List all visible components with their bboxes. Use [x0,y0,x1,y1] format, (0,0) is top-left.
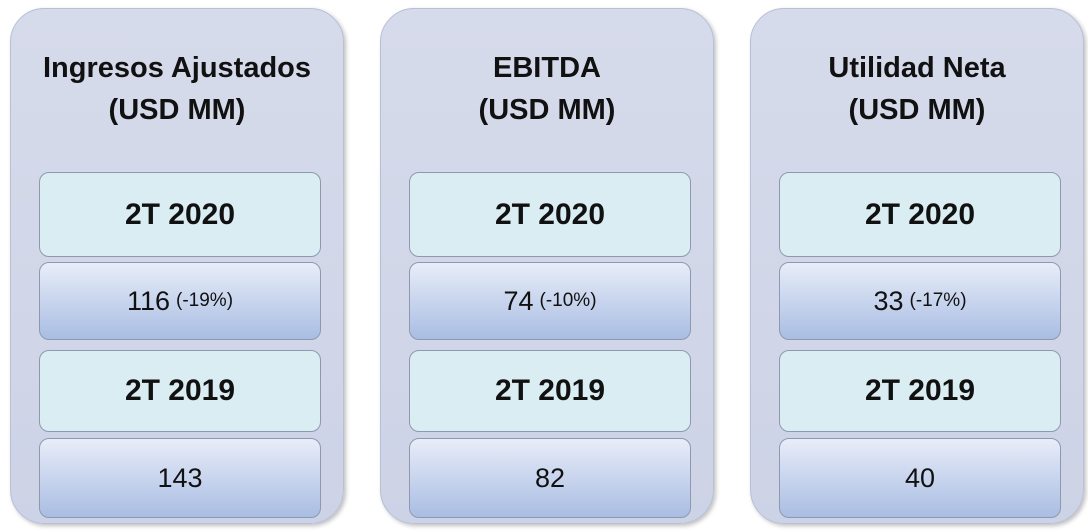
title-line: EBITDA [493,52,601,84]
value-box: 82 [409,438,691,518]
kpi-card: Utilidad Neta (USD MM) 2T 2020 33 (-17%) 2T 2… [750,8,1084,524]
period-header: 2T 2019 [409,350,691,432]
value: 82 [534,462,566,493]
period-header: 2T 2020 [779,172,1061,257]
value: 143 [157,462,203,493]
value-box: 40 [779,438,1061,518]
value-box: 33 (-17%) [779,262,1061,340]
title-line: (USD MM) [478,94,616,126]
value: 33 [873,285,904,316]
value-box: 143 [39,438,321,518]
title-line: (USD MM) [108,94,246,126]
period-header: 2T 2020 [39,172,321,257]
title-line: Utilidad Neta [828,52,1006,84]
card-title: Ingresos Ajustados (USD MM) [11,47,343,131]
value: 40 [904,462,936,493]
value-box: 74 (-10%) [409,262,691,340]
title-line: (USD MM) [848,94,986,126]
change: (-19%) [176,290,234,311]
value: 116 [126,285,171,316]
title-line: Ingresos Ajustados [42,52,312,84]
kpi-card: EBITDA (USD MM) 2T 2020 74 (-10%) 2T 2019 82 [380,8,714,524]
card-title: EBITDA (USD MM) [381,47,713,131]
change: (-17%) [909,290,967,311]
card-title: Utilidad Neta (USD MM) [751,47,1083,131]
kpi-card: Ingresos Ajustados (USD MM) 2T 2020 116 (-19… [10,8,344,524]
change: (-10%) [539,290,597,311]
period-header: 2T 2019 [39,350,321,432]
value: 74 [503,285,534,316]
value-box: 116 (-19%) [39,262,321,340]
period-header: 2T 2019 [779,350,1061,432]
period-header: 2T 2020 [409,172,691,257]
